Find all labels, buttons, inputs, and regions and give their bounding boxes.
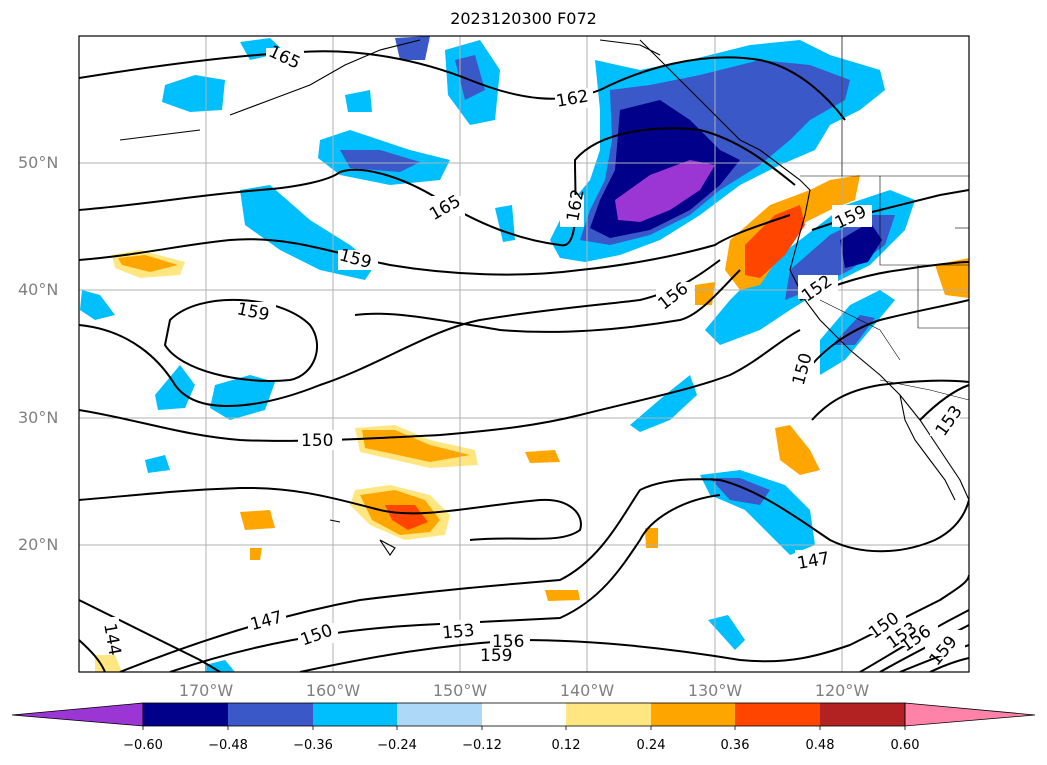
lat-label-30n: 30°N [18, 408, 59, 427]
contour-labels: 165 162 165 162 159 159 156 159 152 150 … [99, 42, 967, 670]
lat-label-40n: 40°N [18, 280, 59, 299]
contour-label: 159 [480, 646, 512, 666]
map-gridlines [79, 36, 969, 672]
lon-label-130w: 130°W [687, 681, 743, 700]
colorbar-tick-label: −0.12 [462, 738, 502, 753]
colorbar-tick-label: 0.60 [890, 738, 920, 753]
colorbar-tick-label: 0.12 [551, 738, 581, 753]
contour-label: 165 [265, 42, 303, 74]
colorbar-bin [143, 703, 228, 726]
map-frame [78, 35, 970, 673]
lat-label-20n: 20°N [18, 535, 59, 554]
lat-label-50n: 50°N [18, 153, 59, 172]
map-title: 2023120300 F072 [450, 9, 597, 28]
colorbar-bin [566, 703, 651, 726]
colorbar-bin [228, 703, 313, 726]
coastlines [119, 39, 969, 556]
contour-label: 153 [441, 621, 475, 644]
lon-label-150w: 150°W [432, 681, 488, 700]
colorbar-tick-label: −0.36 [293, 738, 333, 753]
contour-label: 150 [301, 431, 333, 451]
colorbar-tick-label: −0.60 [123, 738, 163, 753]
colorbar-tick-label: 0.48 [805, 738, 835, 753]
colorbar-extend-low [11, 702, 144, 727]
colorbar-tick-label: −0.48 [208, 738, 248, 753]
colorbar [11, 702, 1036, 730]
lon-label-160w: 160°W [305, 681, 361, 700]
colorbar-tick-label: 0.24 [636, 738, 666, 753]
colorbar-extend-high [904, 702, 1036, 727]
contour-label-backgrounds [95, 48, 965, 665]
lon-label-120w: 120°W [814, 681, 870, 700]
colorbar-bin [651, 703, 735, 726]
colorbar-bin [313, 703, 397, 726]
contour-label: 147 [796, 549, 831, 574]
colorbar-tick-label: −0.24 [377, 738, 417, 753]
colorbar-bin [482, 703, 566, 726]
colorbar-bin [820, 703, 905, 726]
colorbar-tick-label: 0.36 [720, 738, 750, 753]
lon-label-170w: 170°W [178, 681, 234, 700]
contour-label: 156 [492, 632, 524, 652]
lon-label-140w: 140°W [559, 681, 615, 700]
shaded-field-negative [80, 36, 915, 672]
colorbar-bin [397, 703, 482, 726]
colorbar-bin [735, 703, 820, 726]
